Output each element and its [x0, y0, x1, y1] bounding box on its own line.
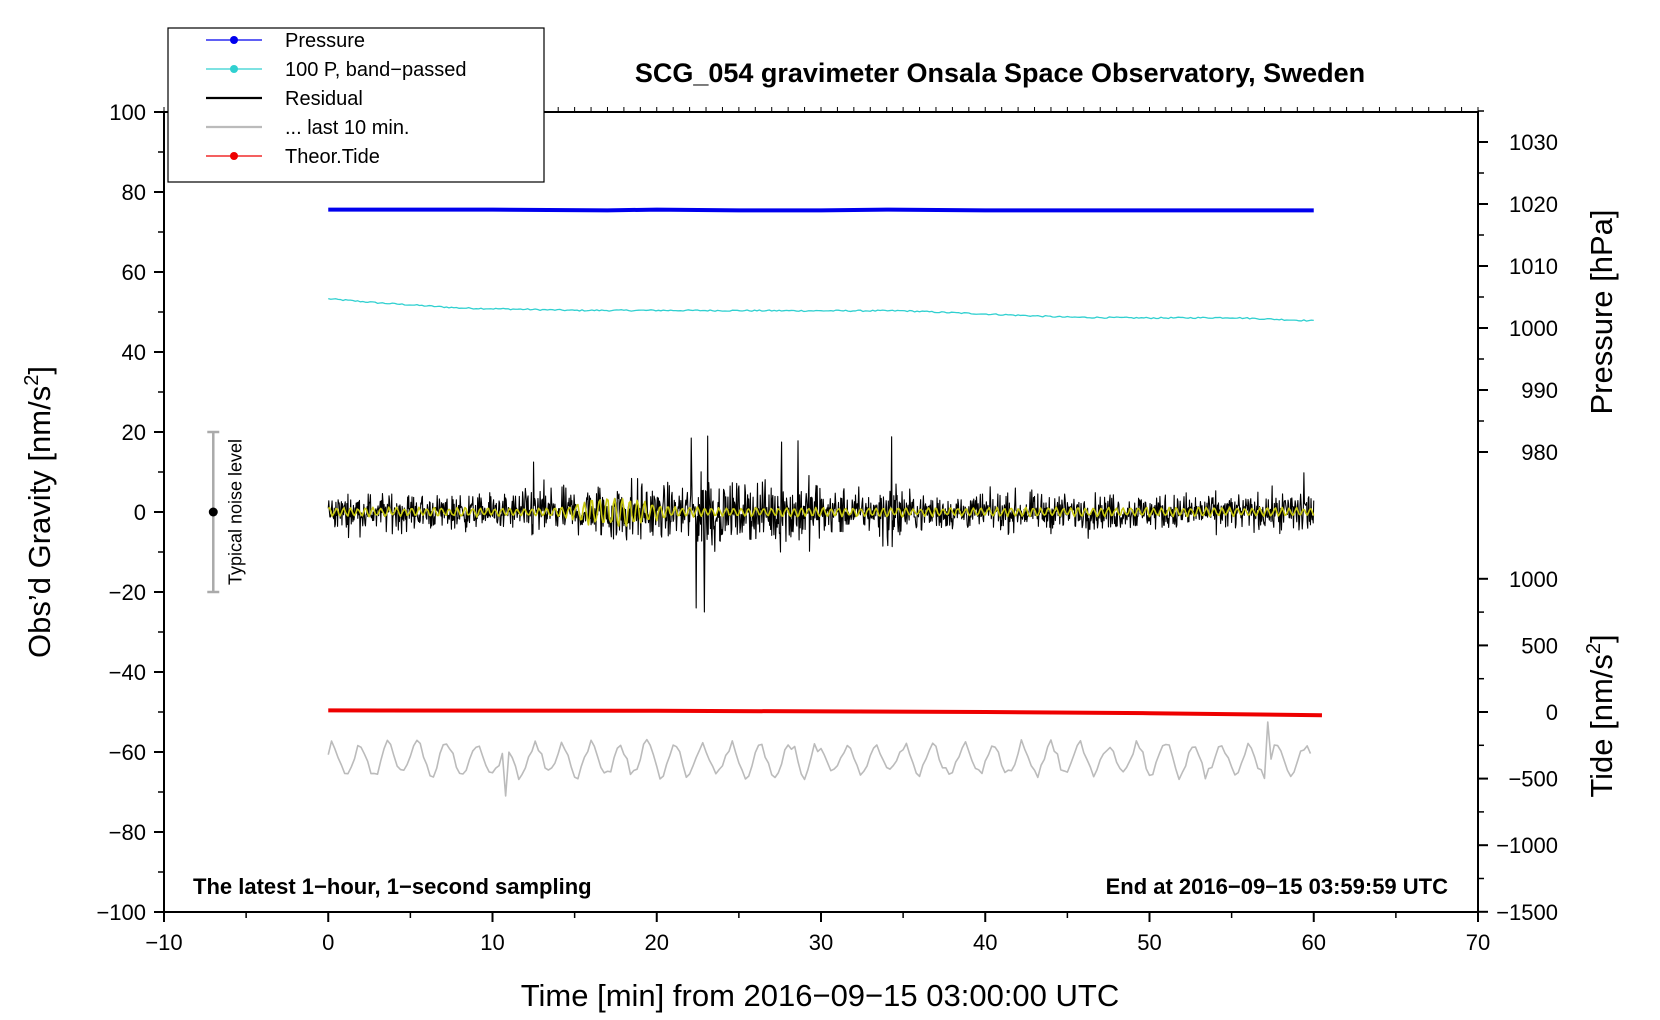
x-tick-label: 10	[480, 930, 504, 955]
x-tick-label: 30	[809, 930, 833, 955]
y-tick-label: 20	[122, 420, 146, 445]
x-axis-label: Time [min] from 2016−09−15 03:00:00 UTC	[521, 978, 1120, 1013]
legend-marker	[230, 36, 238, 44]
series-smoothed-line	[327, 497, 1315, 527]
y-tick-label: −40	[109, 660, 146, 685]
y-tick-label: 40	[122, 340, 146, 365]
y-tick-label: 80	[122, 180, 146, 205]
series-tide-line	[328, 708, 1322, 718]
series-group	[327, 207, 1322, 797]
tide-tick-label: −1500	[1496, 900, 1558, 925]
pressure-tick-label: 1030	[1509, 130, 1558, 155]
legend-label: Pressure	[285, 30, 365, 52]
series-bandpassed-line	[328, 297, 1314, 322]
y-tick-label: −100	[96, 900, 146, 925]
y-tick-label: 0	[134, 500, 146, 525]
noise-level-label: Typical noise level	[225, 439, 245, 585]
x-tick-label: −10	[145, 930, 182, 955]
x-tick-label: 60	[1302, 930, 1326, 955]
axes: −10 0 10 20 30 40 50 60 70100806040200−20−40−60−…	[96, 100, 1558, 955]
x-tick-label: 70	[1466, 930, 1490, 955]
pressure-tick-label: 1000	[1509, 316, 1558, 341]
legend-marker	[230, 65, 238, 73]
x-tick-label: 20	[645, 930, 669, 955]
legend: Pressure 100 P, band−passed Residual ... la…	[167, 27, 545, 183]
tide-tick-label: 1000	[1509, 567, 1558, 592]
annotation-sampling: The latest 1−hour, 1−second sampling	[193, 874, 592, 899]
series-last10-line	[327, 721, 1312, 797]
y-tick-label: 60	[122, 260, 146, 285]
annotation-end-time: End at 2016−09−15 03:59:59 UTC	[1106, 874, 1449, 899]
y-tick-label: 100	[109, 100, 146, 125]
y-axis-label-pressure: Pressure [hPa]	[1584, 209, 1619, 414]
chart-title: SCG_054 gravimeter Onsala Space Observat…	[635, 58, 1365, 88]
y-axis-label-tide: Tide [nm/s2]	[1583, 634, 1619, 797]
x-tick-label: 40	[973, 930, 997, 955]
y-tick-label: −20	[109, 580, 146, 605]
pressure-tick-label: 980	[1521, 440, 1558, 465]
tide-tick-label: 0	[1546, 700, 1558, 725]
tide-tick-label: −1000	[1496, 833, 1558, 858]
legend-label: Theor.Tide	[285, 146, 380, 168]
tide-tick-label: 500	[1521, 633, 1558, 658]
pressure-tick-label: 1020	[1509, 192, 1558, 217]
pressure-tick-label: 1010	[1509, 254, 1558, 279]
y-tick-label: −60	[109, 740, 146, 765]
tide-tick-label: −500	[1508, 767, 1558, 792]
legend-label: Residual	[285, 88, 363, 110]
y-axis-label-gravity: Obs’d Gravity [nm/s2]	[21, 366, 57, 658]
pressure-tick-label: 990	[1521, 378, 1558, 403]
legend-marker	[230, 152, 238, 160]
series-pressure-line	[328, 207, 1314, 213]
x-tick-label: 0	[322, 930, 334, 955]
noise-level-bar: Typical noise level	[207, 430, 245, 594]
series-residual-line	[327, 435, 1315, 613]
legend-label: ... last 10 min.	[285, 117, 410, 139]
x-tick-label: 50	[1137, 930, 1161, 955]
y-tick-label: −80	[109, 820, 146, 845]
legend-label: 100 P, band−passed	[285, 59, 466, 81]
